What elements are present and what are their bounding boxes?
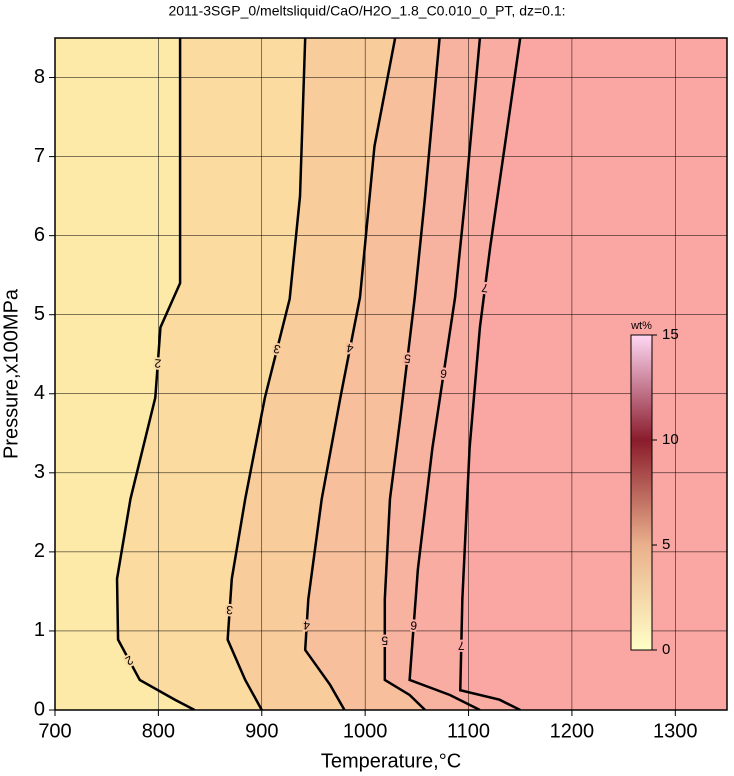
y-tick-label: 4 (34, 382, 45, 404)
colorbar (630, 334, 653, 651)
contour-band (55, 38, 195, 710)
x-tick-label: 1000 (343, 720, 388, 742)
y-tick-label: 2 (34, 540, 45, 562)
contour-label: 5 (381, 633, 388, 647)
contour-line (303, 38, 397, 710)
contour-band (117, 38, 306, 710)
contour-band (409, 38, 521, 710)
y-tick-label: 6 (34, 224, 45, 246)
x-tick-label: 900 (245, 720, 278, 742)
x-tick-label: 800 (142, 720, 175, 742)
y-tick-label: 7 (34, 145, 45, 167)
contour-band (227, 38, 396, 710)
contour-label: 2 (154, 356, 162, 370)
x-tick-label: 1200 (550, 720, 595, 742)
x-tick-label: 1300 (653, 720, 698, 742)
contour-line (458, 38, 522, 710)
plot-frame (54, 37, 728, 711)
x-tick-label: 700 (38, 720, 71, 742)
x-tick-label: 1100 (447, 720, 490, 742)
y-tick-label: 0 (34, 698, 45, 720)
contour-band (305, 38, 440, 710)
contour-label: 6 (410, 618, 418, 632)
colorbar-tick-label: 15 (662, 326, 679, 343)
contour-label: 4 (303, 618, 311, 632)
colorbar-tick-label: 5 (662, 536, 670, 553)
contour-label: 7 (457, 639, 464, 653)
y-tick-label: 3 (34, 461, 45, 483)
contour-band (460, 38, 727, 710)
colorbar-tick-label: 0 (662, 641, 670, 658)
contour-label: 3 (226, 603, 234, 617)
y-tick-label: 5 (34, 303, 45, 325)
contour-line (226, 38, 307, 710)
contour-band (384, 38, 480, 710)
contour-line (408, 38, 482, 710)
colorbar-label: wt% (630, 320, 652, 332)
colorbar-tick-label: 10 (662, 431, 679, 448)
x-axis-label: Temperature,°C (321, 750, 461, 772)
contour-line (383, 38, 441, 710)
y-tick-label: 8 (34, 66, 45, 88)
y-tick-label: 1 (34, 619, 45, 641)
contour-line (115, 38, 196, 710)
y-axis-label: Pressure,x100MPa (0, 288, 22, 459)
chart-title: 2011-3SGP_0/meltsliquid/CaO/H2O_1.8_C0.0… (168, 3, 565, 19)
